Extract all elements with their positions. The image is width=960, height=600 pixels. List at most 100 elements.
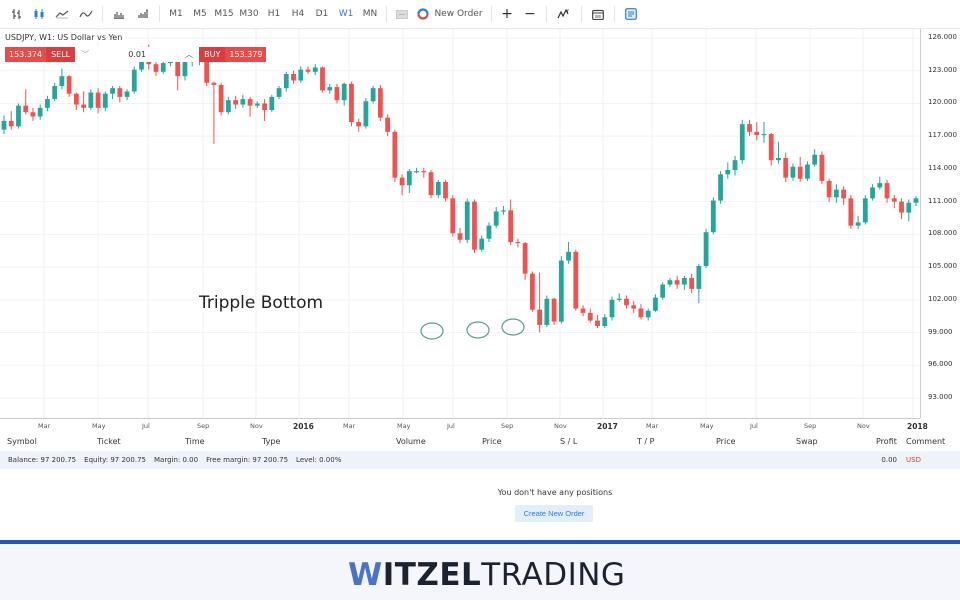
price-tick-label: 120.000: [928, 98, 957, 107]
price-tick-label: 93.000: [928, 393, 953, 401]
time-tick-label: Nov: [857, 422, 870, 430]
toolbar-divider: [581, 6, 582, 22]
increase-volume-icon[interactable]: ︿: [185, 50, 194, 59]
col-profit[interactable]: Profit: [876, 437, 897, 446]
total-profit: 0.00: [881, 456, 897, 464]
new-order-label: New Order: [434, 9, 483, 19]
pattern-annotation: Tripple Bottom: [199, 293, 324, 313]
one-click-trading-icon[interactable]: [391, 0, 413, 29]
time-tick-label: Sep: [804, 422, 817, 430]
chart-toolbar: M1 M5 M15 M30 H1 H4 D1 W1 MN New Order +…: [0, 0, 960, 29]
buy-button[interactable]: BUY: [199, 47, 226, 62]
zoom-out-button[interactable]: −: [524, 6, 536, 22]
toolbar-divider: [102, 6, 103, 22]
timeframe-d1[interactable]: D1: [315, 9, 329, 19]
brand-divider: [0, 540, 960, 544]
svg-text:f: f: [567, 9, 569, 15]
price-tick-label: 123.000: [928, 65, 957, 74]
price-chart[interactable]: USDJPY, W1: US Dollar vs Yen 153.374 SEL…: [0, 29, 960, 433]
timeframe-h4[interactable]: H4: [291, 9, 305, 19]
new-order-button[interactable]: New Order: [413, 0, 487, 29]
bottom-marker-circle: [466, 321, 490, 339]
time-tick-label: Nov: [250, 422, 263, 430]
bottom-marker-circle: [420, 322, 444, 340]
time-tick-label: May: [397, 422, 411, 430]
candlestick-icon[interactable]: [28, 0, 50, 29]
timeframe-m15[interactable]: M15: [214, 9, 234, 19]
time-tick-label: Sep: [501, 422, 514, 430]
timeframe-mn[interactable]: MN: [362, 9, 378, 19]
one-click-trade-panel: 153.374 SELL ﹀ 0.01 ︿ BUY 153.379: [5, 47, 267, 62]
col-swap[interactable]: Swap: [796, 437, 818, 446]
free-margin-value: Free margin: 97 200.75: [206, 456, 289, 464]
time-tick-label: Mar: [343, 422, 356, 430]
price-tick-label: 108.000: [928, 229, 957, 238]
price-tick-label: 96.000: [928, 360, 953, 369]
time-tick-label: Sep: [197, 422, 210, 430]
bar-chart-icon[interactable]: [6, 0, 28, 29]
equity-value: Equity: 97 200.75: [84, 456, 146, 464]
price-tick-label: 102.000: [928, 294, 957, 303]
time-tick-label: Mar: [646, 422, 659, 430]
col-take-profit[interactable]: T / P: [637, 437, 655, 446]
calendar-icon[interactable]: [586, 0, 610, 29]
candlestick-chart[interactable]: [0, 29, 960, 433]
toolbar-divider: [614, 6, 615, 22]
timeframe-h1[interactable]: H1: [267, 9, 281, 19]
col-time[interactable]: Time: [185, 437, 205, 446]
create-new-order-button[interactable]: Create New Order: [515, 505, 593, 522]
time-tick-label: 2017: [597, 422, 618, 431]
col-comment[interactable]: Comment: [906, 437, 946, 446]
volume-value[interactable]: 0.01: [128, 50, 147, 59]
buy-price[interactable]: 153.379: [225, 47, 267, 62]
tick-volume-icon[interactable]: [131, 0, 155, 29]
positions-table-header: Symbol Ticket Time Type Volume Price S /…: [0, 433, 960, 451]
timeframe-m1[interactable]: M1: [169, 9, 183, 19]
balance-value: Balance: 97 200.75: [8, 456, 77, 464]
timeframe-m30[interactable]: M30: [239, 9, 259, 19]
volume-stepper[interactable]: ﹀ 0.01 ︿: [75, 47, 200, 62]
toolbar-divider: [386, 6, 387, 22]
area-chart-icon[interactable]: [50, 0, 74, 29]
account-currency: USD: [906, 456, 921, 464]
col-volume[interactable]: Volume: [396, 437, 426, 446]
time-tick-label: Nov: [554, 422, 567, 430]
trade-panel-icon[interactable]: [619, 0, 643, 29]
price-tick-label: 105.000: [928, 262, 957, 271]
time-tick-label: May: [700, 422, 714, 430]
volume-bars-icon[interactable]: [107, 0, 131, 29]
symbol-title: USDJPY, W1: US Dollar vs Yen: [5, 33, 123, 42]
timeframe-w1[interactable]: W1: [338, 9, 354, 19]
indicators-icon[interactable]: f: [551, 0, 577, 29]
empty-positions-message: You don't have any positions: [497, 488, 613, 497]
time-tick-label: Jul: [142, 422, 150, 430]
decrease-volume-icon[interactable]: ﹀: [81, 50, 90, 59]
account-summary-row: Balance: 97 200.75 Equity: 97 200.75 Mar…: [0, 451, 960, 469]
time-tick-label: 2016: [293, 422, 314, 431]
margin-level-value: Level: 0.00%: [296, 456, 342, 464]
col-current-price[interactable]: Price: [716, 437, 736, 446]
col-price[interactable]: Price: [482, 437, 502, 446]
col-type[interactable]: Type: [262, 437, 281, 446]
time-tick-label: May: [92, 422, 106, 430]
col-symbol[interactable]: Symbol: [7, 437, 37, 446]
time-tick-label: Mar: [38, 422, 51, 430]
time-tick-label: Jul: [750, 422, 758, 430]
price-tick-label: 117.000: [928, 131, 957, 140]
price-tick-label: 111.000: [928, 196, 957, 205]
time-tick-label: 2018: [907, 422, 928, 431]
toolbar-divider: [491, 6, 492, 22]
zoom-in-button[interactable]: +: [501, 6, 513, 22]
col-stop-loss[interactable]: S / L: [560, 437, 578, 446]
logo-light-text: TRADING: [481, 557, 626, 593]
price-tick-label: 99.000: [928, 327, 953, 336]
sell-price[interactable]: 153.374: [5, 47, 47, 62]
brand-footer: [0, 544, 960, 600]
new-order-icon: [417, 8, 430, 20]
col-ticket[interactable]: Ticket: [97, 437, 121, 446]
sell-button[interactable]: SELL: [46, 47, 76, 62]
line-chart-icon[interactable]: [74, 0, 98, 29]
price-tick-label: 114.000: [928, 163, 957, 172]
witzel-trading-logo: W ITZEL TRADING: [348, 557, 625, 593]
timeframe-m5[interactable]: M5: [193, 9, 207, 19]
